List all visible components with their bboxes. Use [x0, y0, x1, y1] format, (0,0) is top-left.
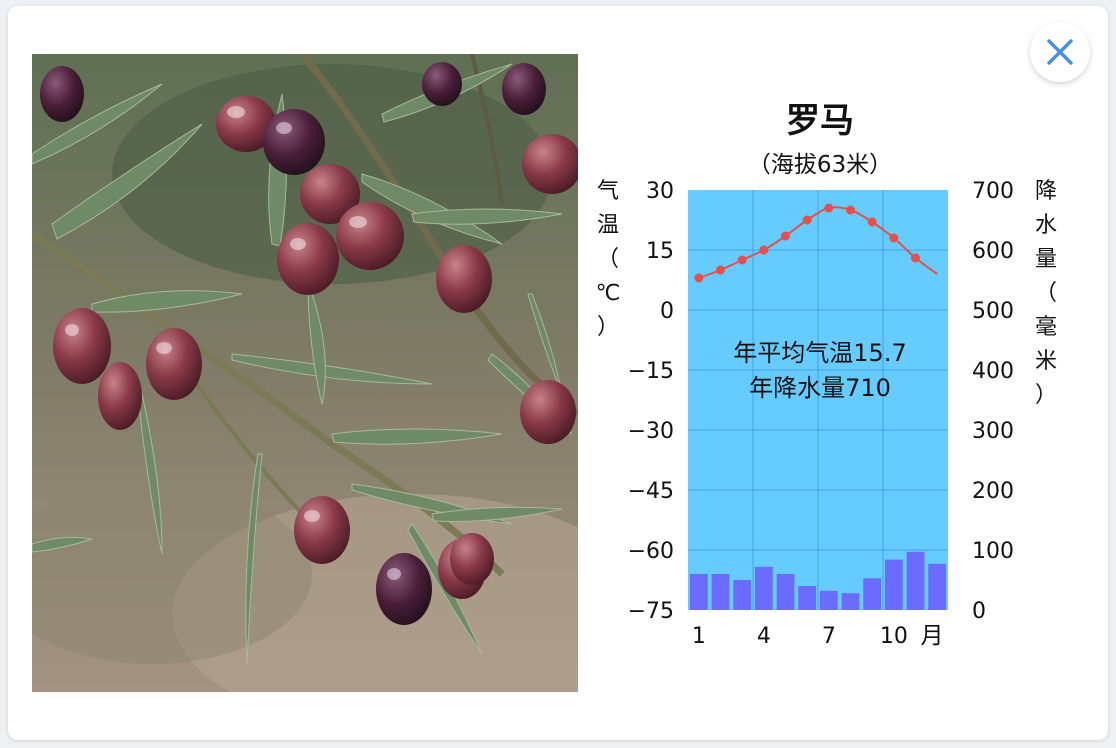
precipitation-bar: [689, 574, 708, 610]
left-axis-label: 气温（℃）: [596, 179, 621, 340]
precipitation-bar: [928, 563, 947, 610]
precipitation-bar: [798, 586, 817, 610]
temperature-point: [781, 231, 790, 241]
right-tick-label: 400: [972, 359, 1014, 384]
left-tick-label: −30: [628, 419, 674, 444]
olive-branch-photo: [32, 54, 578, 692]
right-tick-label: 0: [972, 599, 986, 624]
precipitation-bar: [754, 566, 773, 610]
right-tick-label: 300: [972, 419, 1014, 444]
right-tick-label: 500: [972, 299, 1014, 324]
precipitation-bar: [884, 559, 903, 610]
left-tick-label: −15: [628, 359, 674, 384]
right-tick-label: 200: [972, 479, 1014, 504]
precipitation-bar: [776, 574, 795, 610]
x-tick-label: 7: [822, 624, 836, 649]
x-tick-labels: 1 4 7 10: [692, 624, 908, 649]
x-tick-label: 4: [757, 624, 771, 649]
x-axis-unit: 月: [921, 623, 944, 649]
precipitation-bar: [819, 590, 838, 610]
x-tick-label: 1: [692, 624, 706, 649]
left-tick-label: 30: [646, 179, 674, 204]
temperature-points: [694, 203, 920, 283]
temperature-point: [694, 273, 704, 283]
climate-chart: 罗马 （海拔63米） 气温（℃） 降水量（毫米） 30 15 0 −15 −30 −45 −…: [590, 90, 1090, 660]
precipitation-bar: [906, 551, 925, 610]
precipitation-bar: [733, 580, 752, 610]
left-tick-labels: 30 15 0 −15 −30 −45 −60 −75: [628, 179, 674, 624]
precipitation-bar: [841, 593, 860, 610]
grid-lines: [688, 190, 948, 610]
close-button[interactable]: [1030, 22, 1090, 82]
precipitation-bar: [711, 574, 730, 610]
right-tick-labels: 700 600 500 400 300 200 100 0: [972, 179, 1014, 624]
precipitation-bar: [863, 578, 882, 610]
chart-title: 罗马: [786, 101, 854, 141]
precipitation-bars: [689, 551, 947, 610]
left-axis-label-text: 气温（℃）: [596, 179, 621, 340]
chart-subtitle: （海拔63米）: [748, 152, 892, 178]
annotation-mean-temperature: 年平均气温15.7: [733, 339, 906, 367]
temperature-point: [846, 205, 855, 215]
right-axis-label: 降水量（毫米）: [1035, 179, 1057, 408]
temperature-point: [802, 215, 812, 225]
right-tick-label: 700: [972, 179, 1014, 204]
right-tick-label: 100: [972, 539, 1014, 564]
annotation-annual-precipitation: 年降水量710: [749, 374, 891, 402]
temperature-point: [889, 233, 899, 243]
temperature-point: [824, 203, 834, 213]
left-tick-label: −45: [628, 479, 674, 504]
temperature-point: [867, 217, 877, 227]
temperature-point: [911, 253, 920, 263]
left-tick-label: 0: [660, 299, 674, 324]
x-tick-label: 10: [880, 624, 908, 649]
temperature-point: [759, 245, 769, 255]
temperature-point: [716, 265, 725, 275]
left-tick-label: −60: [628, 539, 674, 564]
temperature-point: [737, 255, 747, 265]
left-tick-label: −75: [628, 599, 674, 624]
right-tick-label: 600: [972, 239, 1014, 264]
close-icon: [1047, 39, 1073, 65]
left-tick-label: 15: [646, 239, 674, 264]
right-axis-label-text: 降水量（毫米）: [1035, 179, 1057, 408]
